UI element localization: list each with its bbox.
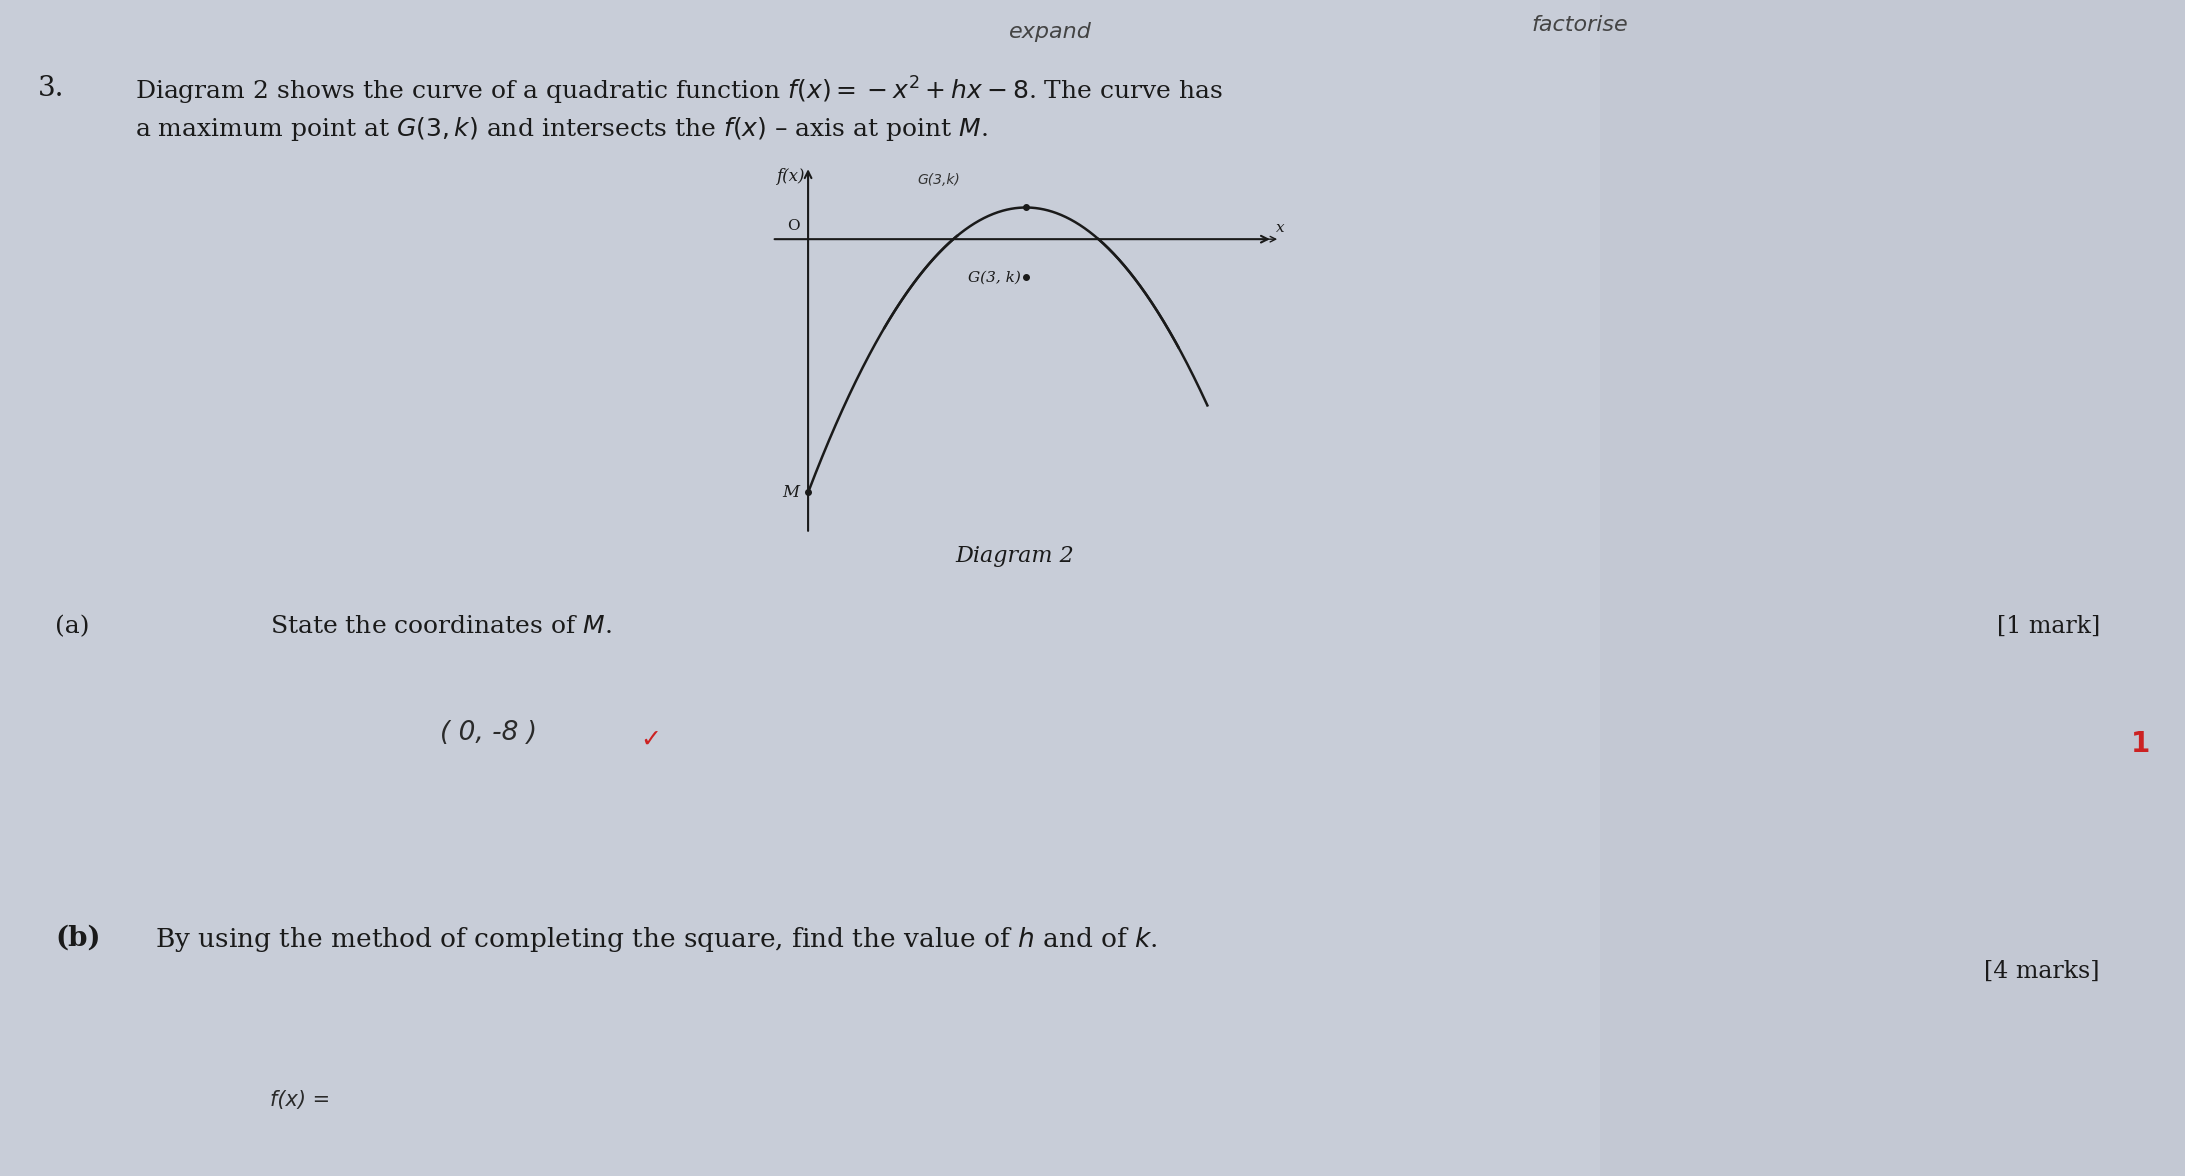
Text: O: O [787,220,800,234]
Text: Diagram 2: Diagram 2 [955,544,1075,567]
Text: f(x) =: f(x) = [271,1090,330,1110]
Text: a maximum point at $G(3, k)$ and intersects the $f(x)$ – axis at point $M$.: a maximum point at $G(3, k)$ and interse… [135,115,988,143]
Text: factorise: factorise [1532,15,1628,35]
Text: M: M [782,485,800,501]
Text: (b): (b) [55,926,101,953]
Text: expand: expand [1009,22,1092,42]
Text: ✓: ✓ [640,728,662,751]
Bar [1599,0,2185,1176]
Text: [4 marks]: [4 marks] [1984,960,2100,983]
Text: State the coordinates of $M$.: State the coordinates of $M$. [271,615,612,639]
Text: 1: 1 [2130,730,2150,759]
Text: By using the method of completing the square, find the value of $h$ and of $k$.: By using the method of completing the sq… [155,926,1158,954]
Text: ( 0, -8 ): ( 0, -8 ) [439,720,538,746]
Text: x: x [1276,221,1285,235]
Text: [1 mark]: [1 mark] [1997,615,2100,639]
Text: f(x): f(x) [776,168,804,185]
Text: G(3, k): G(3, k) [968,270,1020,285]
Text: (a): (a) [55,615,90,639]
Text: Diagram 2 shows the curve of a quadratic function $f(x) = -x^2 + hx - 8$. The cu: Diagram 2 shows the curve of a quadratic… [135,75,1224,107]
Text: 3.: 3. [37,75,66,102]
Text: G(3,k): G(3,k) [918,173,959,187]
